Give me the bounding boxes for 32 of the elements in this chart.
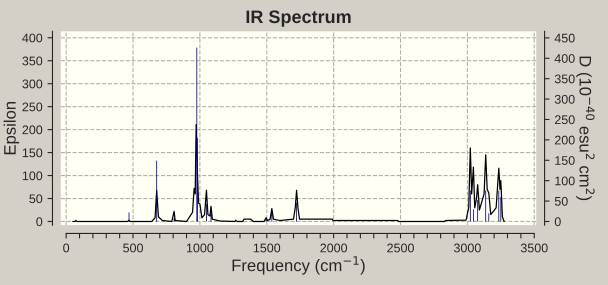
y2-tick-label: 350 (554, 74, 575, 84)
y2-tick-label: 400 (554, 54, 575, 63)
y2-tick-label: 150 (555, 156, 575, 165)
y-tick-label: 400 (22, 34, 42, 42)
x-tick-label: 3500 (520, 244, 548, 252)
y2-tick-label: 300 (554, 94, 575, 104)
line-series (72, 124, 505, 222)
x-tick-label: 2000 (320, 244, 348, 252)
y2-tick-label: 50 (554, 196, 568, 206)
x-tick-label: 2500 (387, 244, 414, 252)
y-tick-label: 0 (36, 217, 42, 226)
y2-tick-label: 250 (554, 115, 575, 124)
y-axis-title: Epsilon (4, 102, 20, 154)
y2-tick-label: 450 (554, 34, 575, 43)
y-tick-label: 250 (22, 102, 42, 112)
x-tick-label: 1500 (254, 244, 280, 252)
x-tick-label: 3000 (454, 244, 481, 252)
y-tick-label: 200 (22, 125, 42, 134)
y-tick-label: 100 (22, 171, 42, 180)
chart-title: IR Spectrum (246, 10, 351, 27)
x-tick-label: 0 (63, 244, 70, 252)
x-tick-label: 500 (123, 244, 143, 252)
x-tick-label: 1000 (186, 244, 214, 252)
y-tick-label: 50 (29, 194, 42, 204)
y-tick-label: 350 (22, 56, 42, 66)
y2-axis-title: D (10$^{−40}$ esu$^{2}$ cm$^{2}$) (576, 56, 595, 200)
y2-tick-label: 200 (554, 136, 575, 145)
y-tick-label: 150 (22, 148, 42, 158)
y2-tick-label: 100 (555, 176, 575, 186)
y-tick-label: 300 (22, 80, 42, 88)
x-axis-title: Frequency (cm$^{−1}$) (232, 256, 365, 275)
y2-tick-label: 0 (554, 217, 561, 226)
